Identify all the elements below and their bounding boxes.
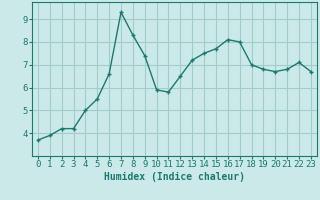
X-axis label: Humidex (Indice chaleur): Humidex (Indice chaleur) xyxy=(104,172,245,182)
